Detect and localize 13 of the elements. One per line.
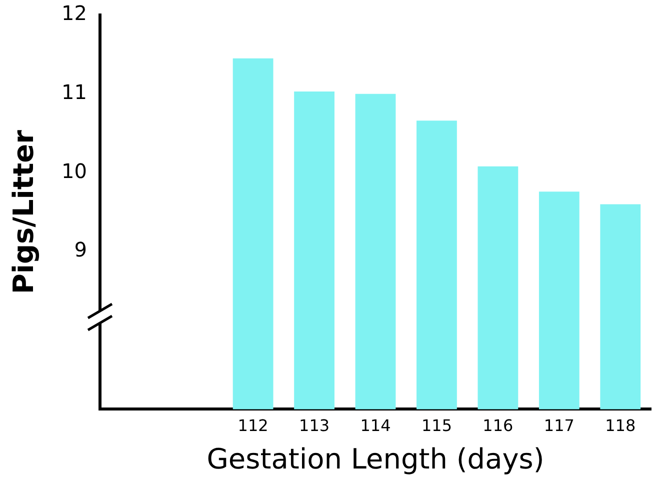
y-tick-label: 10 — [62, 158, 87, 183]
x-tick-label: 116 — [482, 416, 514, 435]
x-tick-label: 115 — [421, 416, 452, 435]
y-tick-label: 11 — [62, 80, 87, 104]
x-tick-label: 113 — [299, 416, 330, 435]
x-tick-label: 114 — [360, 416, 391, 435]
y-tick-label: 9 — [74, 238, 87, 262]
x-tick-label: 118 — [605, 416, 636, 435]
y-tick-label: 12 — [62, 1, 87, 26]
x-tick-label: 112 — [238, 416, 268, 435]
y-axis-title: Pigs/Litter — [7, 130, 40, 294]
x-tick-label: 117 — [544, 416, 574, 435]
x-axis-title: Gestation Length (days) — [206, 442, 544, 476]
